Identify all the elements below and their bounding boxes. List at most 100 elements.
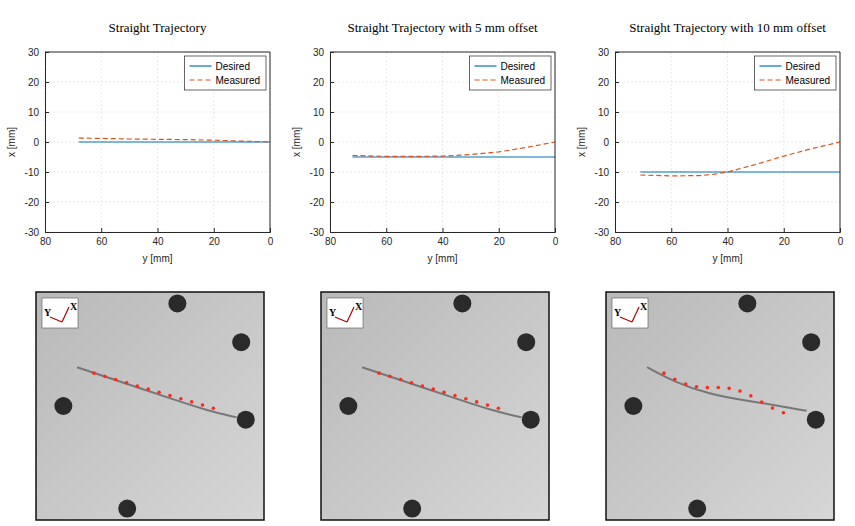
tracked-point — [695, 385, 699, 389]
tick-label: 10 — [28, 107, 40, 118]
tick-label: 40 — [722, 236, 734, 247]
tick: 0 — [318, 137, 334, 148]
tick-mark — [615, 202, 619, 203]
fiducial — [807, 411, 825, 429]
tracked-point — [706, 386, 710, 390]
fiducial — [237, 411, 255, 429]
tick-label: 0 — [33, 137, 39, 148]
legend-label: Desired — [216, 61, 250, 72]
tick-label: -30 — [25, 227, 40, 238]
inset-box — [42, 298, 78, 328]
tick-label: 80 — [610, 236, 622, 247]
tick: 40 — [152, 228, 164, 247]
series-group — [353, 142, 556, 157]
tick-label: -20 — [25, 197, 40, 208]
tick-mark — [443, 228, 444, 232]
series-group — [640, 142, 840, 176]
fiducial — [802, 333, 820, 351]
tick-mark — [101, 228, 102, 232]
grid-line — [45, 172, 270, 173]
tracked-point — [377, 371, 381, 375]
tick-mark — [45, 202, 49, 203]
axis-letter: Y — [44, 307, 52, 318]
tracked-point — [738, 389, 742, 393]
tracked-point — [179, 397, 183, 401]
image — [321, 292, 549, 520]
tick-mark — [330, 172, 334, 173]
line — [640, 142, 840, 176]
frame — [330, 52, 555, 232]
tracked-point — [410, 381, 414, 385]
x-axis: 806040200 — [610, 228, 844, 247]
tracked-point — [388, 375, 392, 379]
tick: 40 — [722, 228, 734, 247]
tick: 10 — [598, 107, 619, 118]
tracked-point — [760, 400, 764, 404]
arrow — [62, 307, 69, 322]
title: Straight Trajectory with 5 mm offset — [347, 20, 537, 35]
inset-box — [327, 298, 363, 328]
tick: -20 — [25, 197, 49, 208]
tick: 0 — [33, 137, 49, 148]
fiducial — [453, 294, 471, 312]
tick-label: 20 — [313, 77, 325, 88]
tick-label: -10 — [595, 167, 610, 178]
grid — [615, 52, 840, 232]
y-axis-title: x [mm] — [576, 127, 587, 157]
x-axis: 806040200 — [40, 228, 274, 247]
tick: 0 — [838, 228, 844, 247]
tick-label: 30 — [28, 47, 40, 58]
line — [79, 138, 270, 142]
legend-label: Desired — [501, 61, 535, 72]
tracked-point — [727, 387, 731, 391]
grid-line — [330, 172, 555, 173]
tick-mark — [615, 142, 619, 143]
tracked-point — [453, 394, 457, 398]
tick: 20 — [28, 77, 49, 88]
tick-mark — [330, 112, 334, 113]
tick-label: 0 — [268, 236, 274, 247]
grid-line — [615, 112, 840, 113]
tick-mark — [45, 172, 49, 173]
line — [353, 142, 556, 156]
catheter — [77, 367, 237, 417]
tick-mark — [615, 112, 619, 113]
tick-label: 0 — [553, 236, 559, 247]
fiducial — [168, 294, 186, 312]
tick-label: 20 — [598, 77, 610, 88]
tracked-point — [190, 400, 194, 404]
tick-label: -10 — [25, 167, 40, 178]
tick-label: -30 — [595, 227, 610, 238]
legend-swatch — [190, 65, 212, 66]
legend-label: Desired — [786, 61, 820, 72]
image-panel: XY — [36, 292, 264, 520]
y-axis-title: x [mm] — [6, 127, 17, 157]
tick-mark — [330, 232, 334, 233]
frame — [45, 52, 270, 232]
axes-inset: XY — [612, 298, 648, 328]
tick-label: 10 — [313, 107, 325, 118]
axis-line — [331, 228, 556, 233]
legend-box — [185, 56, 266, 90]
tracked-point — [399, 378, 403, 382]
image — [36, 292, 264, 520]
tick-label: 80 — [325, 236, 337, 247]
tick: 60 — [96, 228, 108, 247]
fiducial — [738, 294, 756, 312]
tracked-point — [136, 384, 140, 388]
tick: 20 — [779, 228, 791, 247]
tracked-point — [749, 394, 753, 398]
tracked-point — [146, 387, 150, 391]
tick-mark — [330, 142, 334, 143]
fiducial — [522, 411, 540, 429]
tick-label: 10 — [598, 107, 610, 118]
tick: 20 — [209, 228, 221, 247]
axis-letter: Y — [614, 307, 622, 318]
y-axis: -30-20-100102030 — [595, 47, 619, 238]
tick: 60 — [381, 228, 393, 247]
tick-label: 20 — [779, 236, 791, 247]
tracked-point — [497, 406, 501, 410]
tick: 0 — [268, 228, 274, 247]
tick-mark — [499, 228, 500, 232]
tick: 0 — [553, 228, 559, 247]
